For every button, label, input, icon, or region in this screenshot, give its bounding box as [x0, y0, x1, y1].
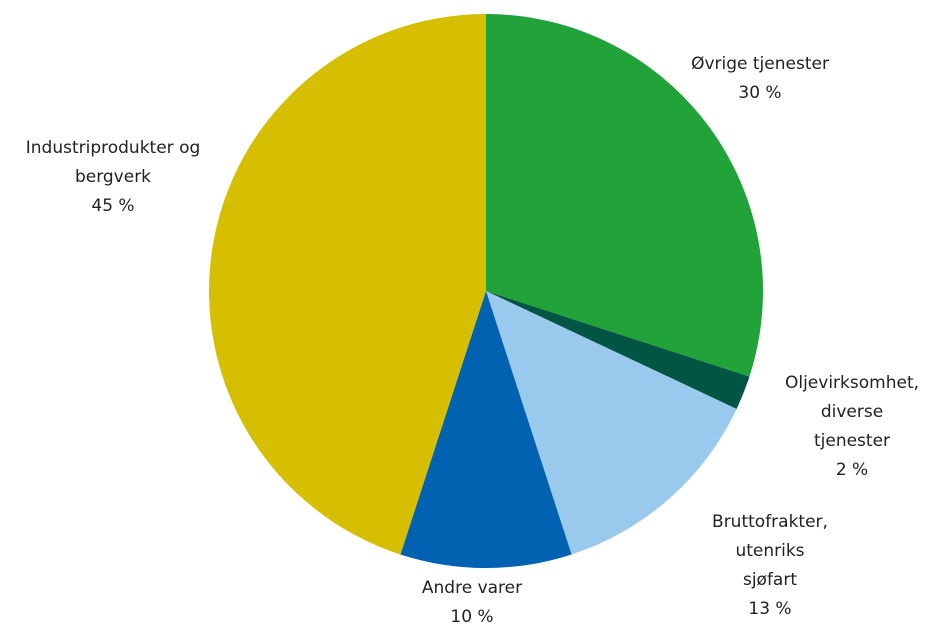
category-label: Bruttofrakter, utenriks sjøfart — [712, 512, 828, 590]
category-label: Industriprodukter og bergverk — [25, 138, 201, 187]
value-label: 45 % — [91, 196, 135, 216]
pie-slice — [400, 291, 572, 568]
slice-label: Andre varer 10 % — [422, 574, 522, 632]
pie-slice — [209, 14, 486, 555]
value-label: 2 % — [835, 460, 869, 480]
value-label: 30 % — [738, 83, 782, 103]
pie-slice — [486, 14, 763, 377]
category-label: Andre varer — [421, 578, 523, 598]
pie-slice — [486, 291, 750, 409]
slice-label: Industriprodukter og bergverk 45 % — [26, 134, 201, 221]
slice-label: Øvrige tjenester 30 % — [691, 50, 829, 108]
pie-slice — [486, 291, 737, 555]
value-label: 13 % — [748, 599, 792, 619]
slice-label: Bruttofrakter, utenriks sjøfart 13 % — [687, 508, 853, 624]
category-label: Oljevirksomhet, diverse tjenester — [784, 373, 920, 451]
value-label: 10 % — [450, 607, 494, 627]
category-label: Øvrige tjenester — [691, 54, 829, 74]
slice-label: Oljevirksomhet, diverse tjenester 2 % — [785, 369, 919, 485]
